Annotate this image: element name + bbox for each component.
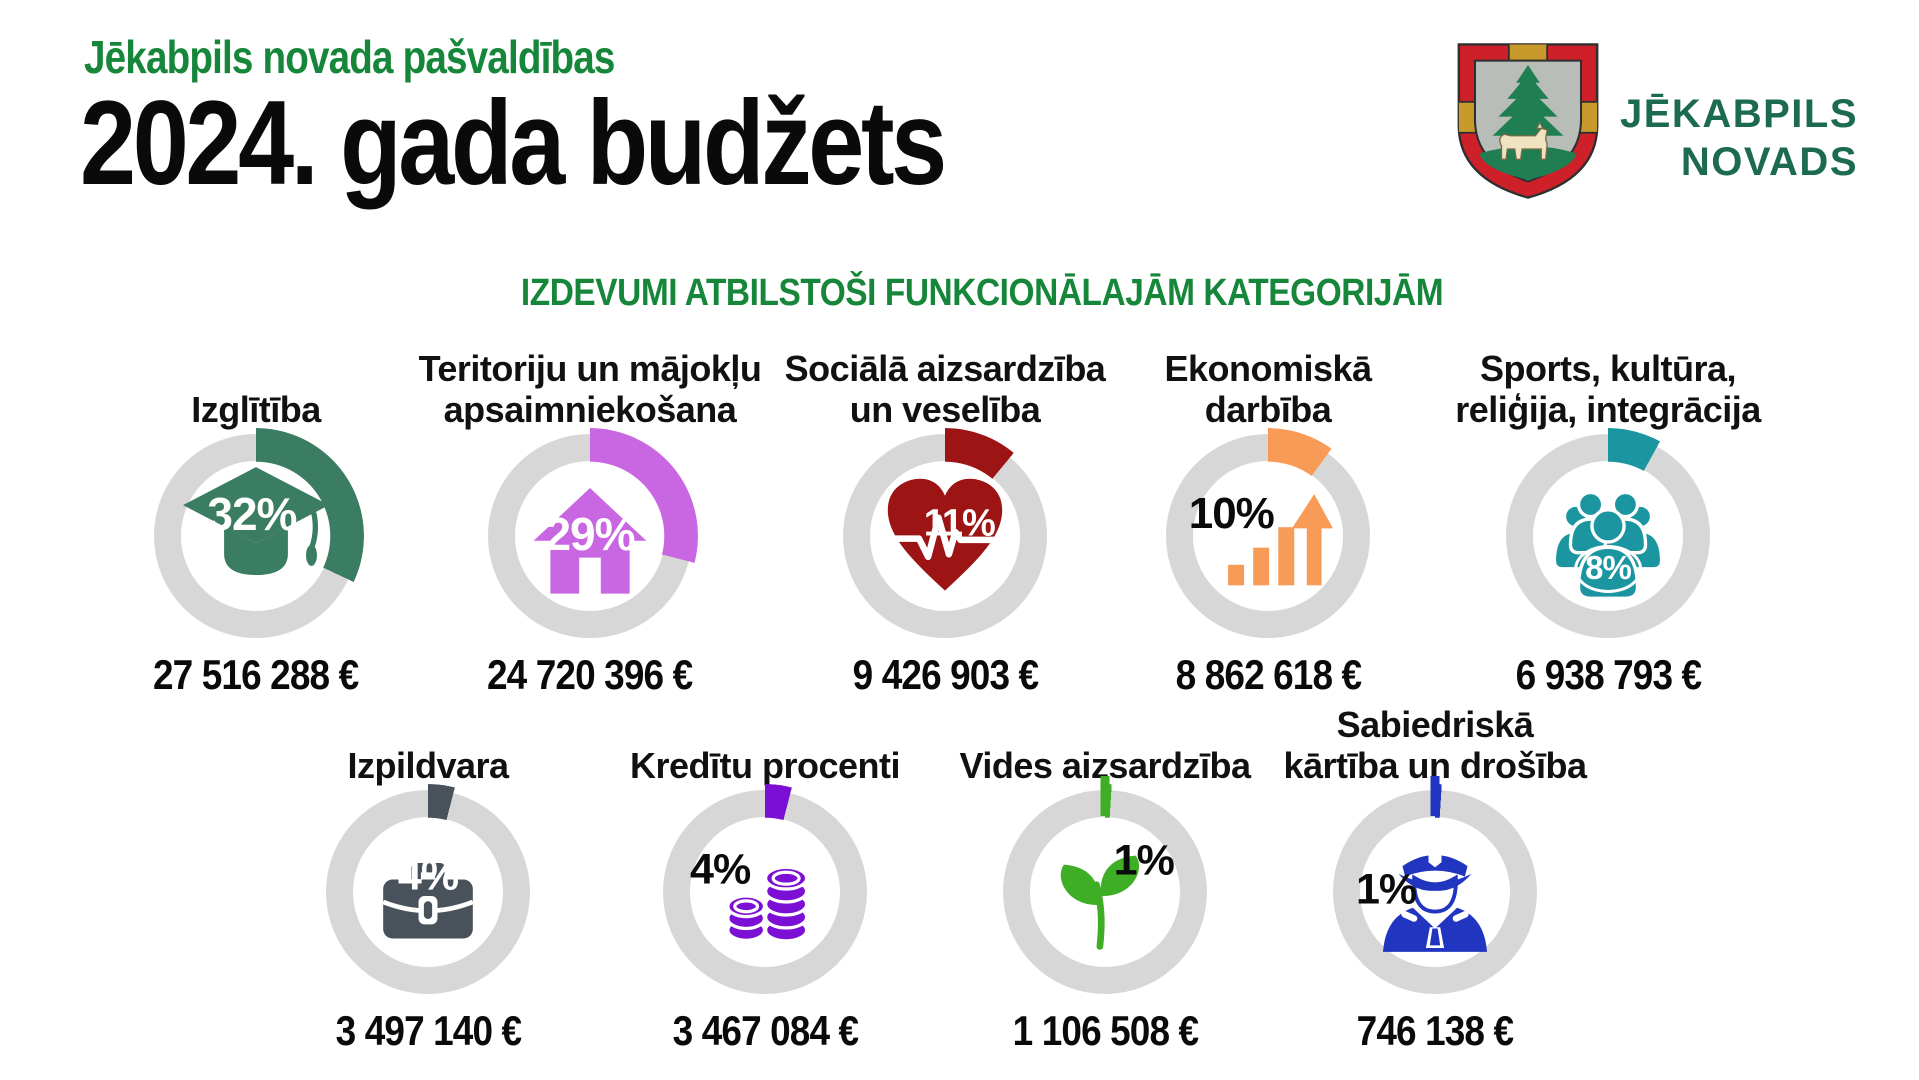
donut-chart: 4% xyxy=(320,784,536,1000)
category-title: Sports, kultūra, reliģija, integrācija xyxy=(1455,348,1761,430)
category-title: Sabiedriskā kārtība un drošība xyxy=(1283,704,1587,786)
page-title: 2024. gada budžets xyxy=(80,76,947,210)
category-police-officer: Sabiedriskā kārtība un drošība 1% 746 138… xyxy=(1240,696,1630,1055)
header-subtitle: Jēkabpils novada pašvaldības xyxy=(84,31,615,83)
percent-label: 4% xyxy=(397,851,459,900)
percent-label: 8% xyxy=(1574,544,1642,593)
category-title: Ekonomiskā darbība xyxy=(1164,348,1372,430)
graduation-cap-icon xyxy=(180,458,332,610)
category-title: Izpildvara xyxy=(347,744,509,786)
coins-icon xyxy=(717,848,825,956)
percent-label: 4% xyxy=(690,845,751,894)
plant-icon xyxy=(1045,840,1157,952)
category-heart-pulse: Sociālā aizsardzība un veselība 11% 9 426… xyxy=(750,336,1140,699)
logo-line2: NOVADS xyxy=(1680,140,1858,184)
donut-chart: 32% xyxy=(148,428,364,644)
amount-label: 746 138 € xyxy=(1356,1007,1514,1054)
logo-wordmark: JĒKABPILS NOVADS xyxy=(1620,90,1858,202)
category-title: Izglītība xyxy=(191,388,321,430)
briefcase-icon xyxy=(369,837,487,955)
donut-chart: 1% xyxy=(1327,776,1543,1000)
amount-label: 1 106 508 € xyxy=(1012,1007,1198,1054)
amount-label: 9 426 903 € xyxy=(852,651,1038,698)
heart-pulse-icon xyxy=(880,471,1010,601)
donut-arc xyxy=(1160,428,1376,644)
coat-of-arms-icon xyxy=(1457,43,1599,199)
category-people-group: Sports, kultūra, reliģija, integrācija 8%… xyxy=(1413,336,1803,699)
category-growth-chart: Ekonomiskā darbība 10% 8 862 618 € xyxy=(1073,336,1463,699)
category-briefcase: Izpildvara 4% 3 497 140 € xyxy=(233,696,623,1055)
donut-arc-stub xyxy=(1100,776,1110,816)
donut-chart: 11% xyxy=(837,428,1053,644)
category-title: Sociālā aizsardzība un veselība xyxy=(784,348,1106,430)
amount-label: 27 516 288 € xyxy=(153,651,359,698)
donut-chart: 4% xyxy=(657,784,873,1000)
amount-label: 6 938 793 € xyxy=(1515,651,1701,698)
percent-label: 32% xyxy=(207,487,297,540)
police-officer-icon xyxy=(1370,831,1500,961)
logo-line1: JĒKABPILS xyxy=(1620,92,1858,136)
percent-label: 29% xyxy=(545,507,635,560)
donut-arc-stub xyxy=(1430,776,1440,816)
donut-chart: 10% xyxy=(1160,428,1376,644)
category-title: Kredītu procenti xyxy=(629,744,901,786)
percent-label: 11% xyxy=(923,502,996,545)
category-coins: Kredītu procenti 4% 3 467 084 € xyxy=(570,696,960,1055)
section-title: IZDEVUMI ATBILSTOŠI FUNKCIONĀLAJĀM KATEG… xyxy=(520,272,1443,314)
amount-label: 24 720 396 € xyxy=(487,651,693,698)
donut-chart: 8% xyxy=(1500,428,1716,644)
percent-label: 10% xyxy=(1188,488,1275,538)
category-house: Teritoriju un mājokļu apsaimniekošana 29%… xyxy=(395,336,785,699)
donut-chart: 1% xyxy=(997,776,1213,1000)
house-icon xyxy=(530,482,650,602)
category-title: Teritoriju un mājokļu apsaimniekošana xyxy=(418,348,762,430)
municipality-logo: JĒKABPILS NOVADS xyxy=(1452,40,1858,202)
category-plant: Vides aizsardzība 1% 1 106 508 € xyxy=(910,696,1300,1055)
category-graduation-cap: Izglītība 32% 27 516 288 € xyxy=(61,336,451,699)
donut-chart: 29% xyxy=(482,428,698,644)
percent-label: 1% xyxy=(1113,836,1175,885)
percent-label: 1% xyxy=(1355,865,1417,914)
amount-label: 8 862 618 € xyxy=(1175,651,1361,698)
growth-chart-icon xyxy=(1219,485,1334,599)
amount-label: 3 497 140 € xyxy=(335,1007,521,1054)
amount-label: 3 467 084 € xyxy=(672,1007,858,1054)
